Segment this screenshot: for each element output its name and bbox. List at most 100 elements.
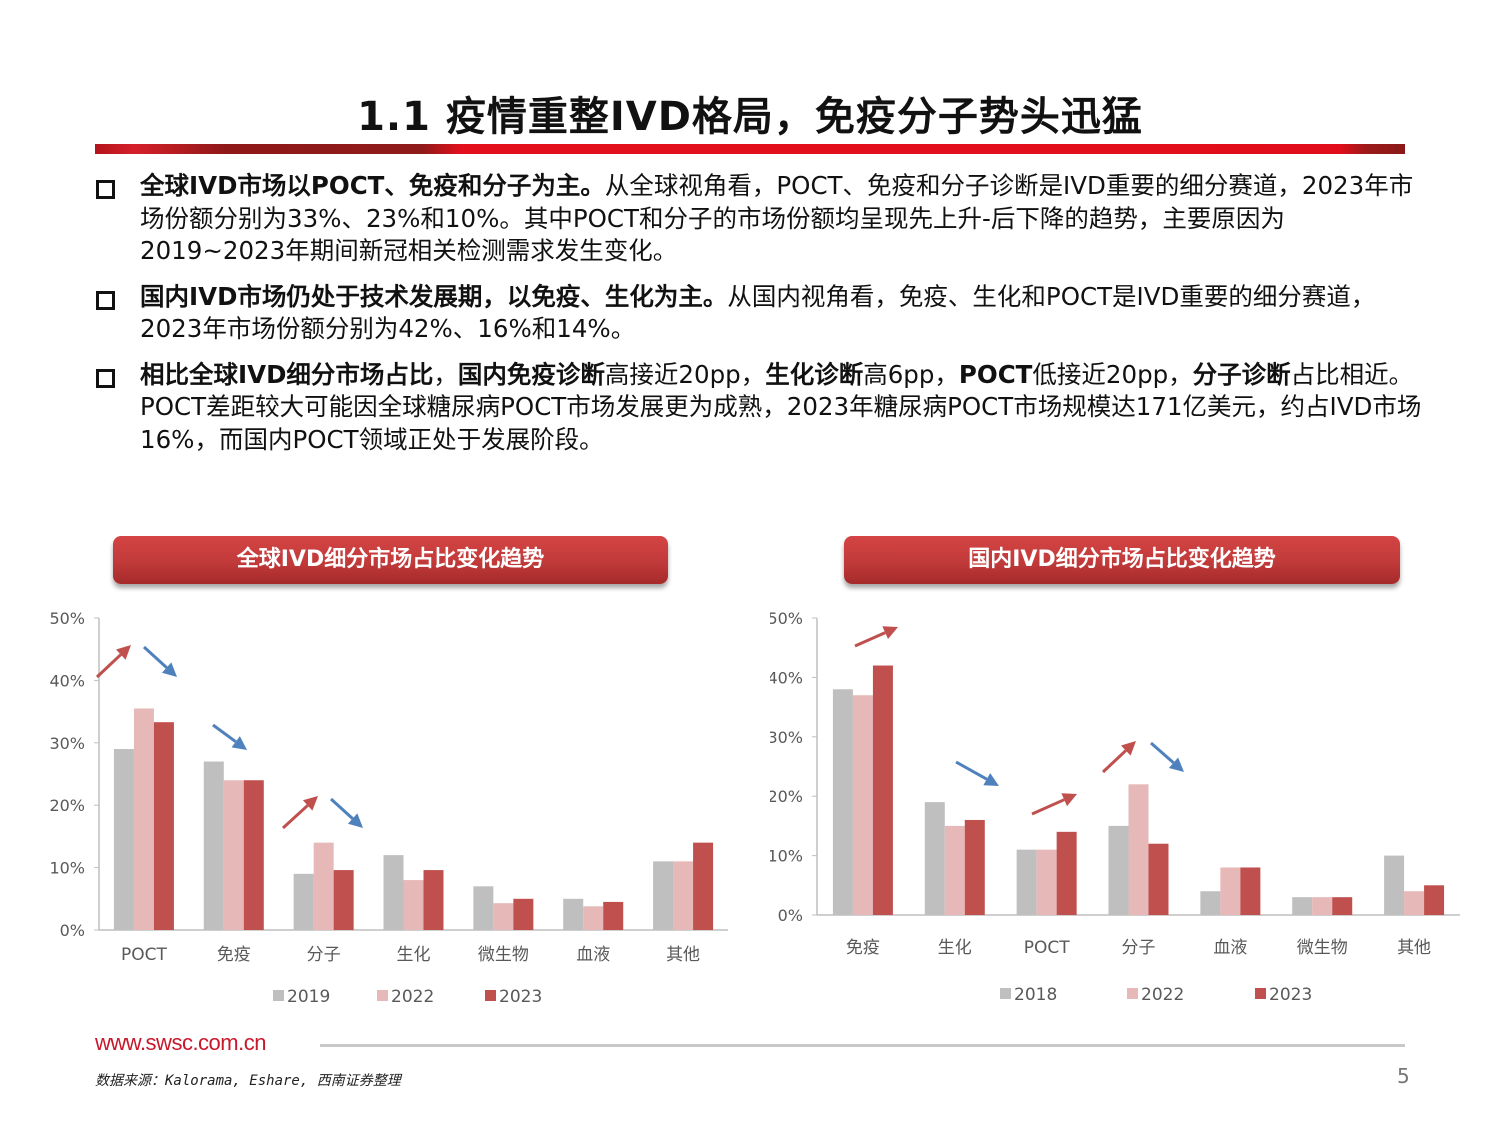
y-tick-label: 30%	[49, 734, 85, 753]
x-category-label: 免疫	[846, 938, 880, 958]
bar-2023	[1240, 867, 1261, 915]
legend-label: 2019	[287, 987, 330, 1007]
x-category-label: 生化	[938, 938, 972, 958]
x-category-label: 微生物	[1297, 938, 1348, 958]
x-category-label: 生化	[397, 945, 431, 965]
bar-2018	[924, 802, 945, 915]
x-category-label: 血液	[1213, 938, 1247, 958]
square-bullet-icon	[96, 180, 115, 199]
domestic-ivd-bar-chart: 0% 10% 20% 30% 40% 50% 免疫 生化 POCT 分子 血液 微生物 其他 2018 20…	[767, 600, 1470, 1020]
global-ivd-bar-chart: 0% 10% 20% 30% 40% 50% POCT 免疫 分子 生化 微生物 血液 其他 2019 20…	[40, 600, 740, 1020]
legend-label: 2023	[1269, 985, 1312, 1005]
bar-2023	[1332, 897, 1353, 915]
x-category-label: POCT	[121, 945, 168, 965]
bar-2019	[383, 855, 404, 930]
y-tick-label: 10%	[770, 847, 803, 866]
bar-2023	[513, 898, 534, 930]
domestic-chart-title: 国内IVD细分市场占比变化趋势	[844, 536, 1400, 584]
legend-label: 2018	[1014, 985, 1057, 1005]
legend-swatch	[485, 990, 496, 1001]
square-bullet-icon	[96, 290, 115, 310]
x-category-label: POCT	[1024, 938, 1071, 958]
y-tick-label: 50%	[770, 609, 803, 628]
bullet-comparison: 相比全球IVD细分市场占比，国内免疫诊断高接近20pp，生化诊断高6pp，POC…	[92, 359, 1422, 457]
bullet-domestic: 国内IVD市场仍处于技术发展期，以免疫、生化为主。从国内视角看，免疫、生化和PO…	[92, 281, 1422, 346]
y-tick-label: 0%	[778, 906, 803, 925]
bullet-segment: 高接近20pp，	[604, 359, 766, 389]
data-source-note: 数据来源：Kalorama, Eshare, 西南证券整理	[95, 1073, 401, 1089]
bullet-global: 全球IVD市场以POCT、免疫和分子为主。从全球视角看，POCT、免疫和分子诊断…	[92, 170, 1422, 268]
bullet-segment: 相比全球IVD细分市场占比	[140, 359, 434, 389]
bar-2019	[203, 761, 224, 930]
bar-2018	[1292, 897, 1313, 915]
x-category-label: 其他	[1397, 938, 1431, 958]
trend-up-arrow-icon	[281, 796, 318, 830]
bar-2022	[493, 903, 514, 930]
global-chart-title: 全球IVD细分市场占比变化趋势	[113, 536, 668, 584]
bullet-segment: 国内免疫诊断	[457, 359, 605, 389]
page-number: 5	[1397, 1064, 1410, 1088]
bullet-text: 从国内视角看，免疫、生化和POCT是IVD重要的细分赛道，2023年市场份额分别…	[140, 281, 1376, 344]
trend-down-arrow-icon	[329, 797, 363, 828]
bullet-segment: 占比相近。POCT差距较大可能因全球糖尿病POCT市场发展更为成熟，2023年糖…	[140, 359, 1422, 454]
y-tick-label: 20%	[770, 787, 803, 806]
bar-2019	[473, 886, 494, 930]
bar-2023	[1424, 885, 1445, 915]
bar-2022	[403, 880, 424, 930]
trend-up-arrow-icon	[1101, 741, 1136, 774]
bar-2023	[964, 819, 985, 915]
bullet-segment: 低接近20pp，	[1032, 359, 1193, 389]
bar-2018	[832, 689, 853, 915]
bar-2022	[583, 906, 604, 930]
bar-2023	[693, 842, 714, 930]
x-category-label: 血液	[576, 945, 610, 965]
trend-down-arrow-icon	[1150, 741, 1184, 772]
bullet-segment: 生化诊断	[765, 359, 864, 389]
footer-divider	[320, 1044, 1405, 1047]
bar-2018	[1384, 855, 1405, 915]
x-category-label: 免疫	[217, 945, 251, 965]
y-tick-label: 30%	[770, 728, 803, 747]
bar-2022	[133, 708, 154, 930]
legend-swatch	[377, 990, 388, 1001]
bullet-segment: ，	[433, 359, 458, 389]
bar-2022	[673, 861, 694, 930]
bar-2023	[603, 901, 624, 930]
bar-2022	[1312, 897, 1333, 915]
trend-up-arrow-icon	[95, 645, 131, 679]
bar-2023	[423, 870, 444, 930]
legend-swatch	[273, 990, 284, 1001]
bar-2022	[1128, 784, 1149, 915]
y-tick-label: 20%	[49, 796, 85, 815]
bar-2022	[1220, 867, 1241, 915]
x-category-label: 其他	[666, 945, 700, 965]
trend-up-arrow-icon	[1031, 793, 1077, 816]
trend-down-arrow-icon	[955, 760, 999, 786]
bar-2022	[852, 695, 873, 915]
trend-down-arrow-icon	[212, 723, 247, 750]
legend-swatch	[1255, 988, 1266, 999]
bar-2019	[563, 898, 584, 930]
legend-swatch	[1000, 988, 1011, 999]
bar-2022	[944, 825, 965, 915]
legend-label: 2022	[1141, 985, 1184, 1005]
y-tick-label: 50%	[49, 609, 85, 628]
bullet-segment: POCT	[958, 359, 1033, 389]
bar-2019	[113, 749, 134, 930]
x-category-label: 分子	[307, 945, 341, 965]
trend-up-arrow-icon	[854, 626, 898, 648]
bar-2018	[1108, 825, 1129, 915]
bar-2023	[1056, 831, 1077, 915]
bar-2023	[872, 665, 893, 915]
bar-2018	[1200, 891, 1221, 915]
bar-2023	[333, 870, 354, 930]
bullet-list: 全球IVD市场以POCT、免疫和分子为主。从全球视角看，POCT、免疫和分子诊断…	[92, 170, 1422, 469]
bar-2018	[1016, 849, 1037, 915]
y-tick-label: 10%	[49, 859, 85, 878]
bar-2022	[1036, 849, 1057, 915]
legend-label: 2022	[391, 987, 434, 1007]
y-tick-label: 0%	[60, 921, 85, 940]
title-underline-bar	[95, 144, 1405, 154]
bullet-heading: 国内IVD市场仍处于技术发展期，以免疫、生化为主。	[140, 281, 728, 311]
bullet-segment: 高6pp，	[863, 359, 959, 389]
